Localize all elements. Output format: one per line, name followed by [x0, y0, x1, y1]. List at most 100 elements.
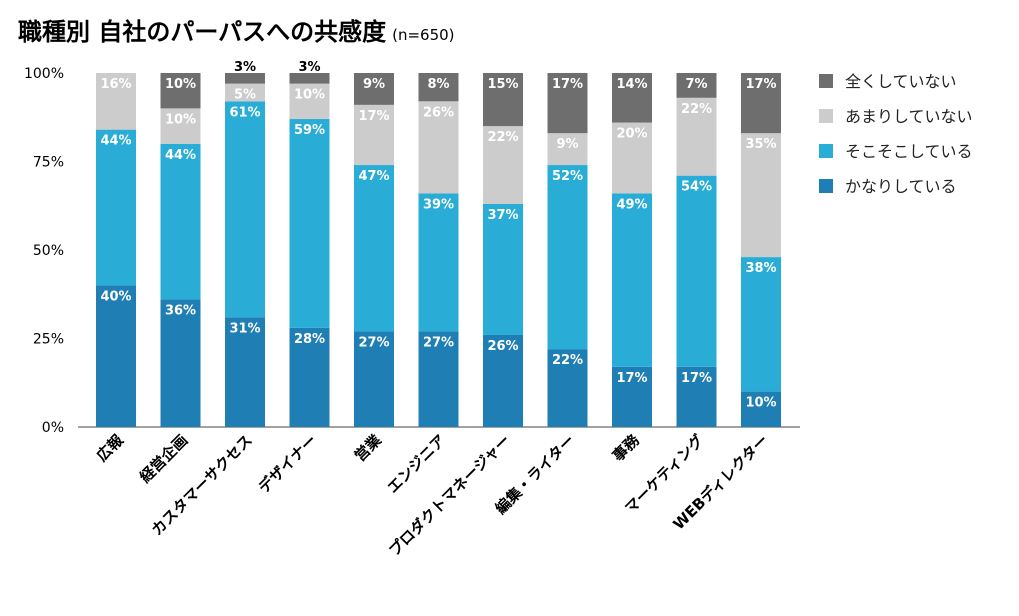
- bar-segment: [96, 73, 136, 130]
- bar-segment: [96, 285, 136, 427]
- data-label: 35%: [745, 137, 776, 152]
- data-label: 52%: [552, 169, 583, 184]
- data-label: 31%: [229, 321, 260, 336]
- category-label: デザイナー: [255, 431, 321, 497]
- bar-segment: [418, 101, 459, 194]
- category-label: 広報: [93, 430, 128, 465]
- y-tick-label: 0%: [42, 420, 64, 436]
- data-label: 27%: [423, 335, 454, 350]
- data-label: 37%: [487, 208, 518, 223]
- bar-segment: [483, 203, 523, 335]
- data-label: 7%: [685, 77, 707, 92]
- data-label: 28%: [294, 332, 325, 347]
- data-label: 59%: [294, 123, 325, 138]
- bar-segment: [676, 175, 717, 367]
- data-label: 14%: [616, 77, 647, 92]
- bar-segment: [289, 327, 330, 427]
- bar-segment: [289, 73, 330, 84]
- data-label: 10%: [294, 88, 325, 103]
- data-label: 3%: [234, 60, 256, 75]
- data-label: 10%: [745, 396, 776, 411]
- bar-segment: [160, 143, 201, 300]
- bar-segment: [612, 73, 652, 123]
- y-tick-label: 100%: [24, 66, 64, 82]
- data-label: 39%: [423, 197, 454, 212]
- chart-title: 職種別 自社のパーパスへの共感度 (n=650): [18, 12, 455, 47]
- data-label: 22%: [487, 130, 518, 145]
- bar-segment: [483, 73, 523, 127]
- category-label: 事務: [609, 430, 644, 465]
- data-label: 44%: [165, 148, 196, 163]
- category-label: 営業: [351, 430, 386, 465]
- data-label: 9%: [363, 77, 385, 92]
- bar-segment: [612, 193, 652, 367]
- bar-segment: [160, 299, 201, 427]
- bar-segment: [160, 108, 201, 144]
- bar-segment: [612, 122, 652, 194]
- data-label: 36%: [165, 304, 196, 319]
- data-label: 3%: [298, 60, 320, 75]
- bar-segment: [741, 133, 781, 258]
- legend-label: そこそこしている: [845, 142, 973, 161]
- data-label: 5%: [234, 88, 256, 103]
- legend-swatch: [819, 74, 833, 88]
- bar-segment: [547, 349, 588, 427]
- bar-segment: [225, 73, 265, 84]
- data-label: 16%: [100, 77, 131, 92]
- data-label: 26%: [423, 105, 454, 120]
- legend-swatch: [819, 179, 833, 193]
- data-label: 22%: [552, 353, 583, 368]
- chart-title-text: 職種別 自社のパーパスへの共感度: [18, 18, 387, 46]
- bar-segment: [225, 101, 265, 318]
- data-label: 17%: [745, 77, 776, 92]
- category-label: 経営企画: [136, 431, 191, 486]
- bar-segment: [225, 317, 265, 427]
- bar-segment: [96, 129, 136, 286]
- bar-segment: [354, 73, 394, 105]
- data-label: 38%: [745, 261, 776, 276]
- bar-segment: [418, 331, 459, 427]
- bar-segment: [418, 73, 459, 102]
- data-label: 10%: [165, 77, 196, 92]
- data-label: 26%: [487, 339, 518, 354]
- bar-segment: [225, 83, 265, 102]
- data-label: 17%: [616, 371, 647, 386]
- legend-label: あまりしていない: [845, 107, 973, 126]
- bar-segment: [676, 97, 717, 176]
- data-label: 10%: [165, 112, 196, 127]
- data-label: 9%: [556, 137, 578, 152]
- bar-segment: [418, 193, 459, 332]
- data-label: 17%: [681, 371, 712, 386]
- bar-segment: [483, 126, 523, 204]
- bar-segment: [547, 133, 588, 166]
- chart-subtitle: (n=650): [392, 26, 455, 44]
- data-label: 17%: [358, 109, 389, 124]
- bar-segment: [612, 366, 652, 427]
- y-tick-label: 75%: [33, 155, 64, 171]
- data-label: 40%: [100, 289, 131, 304]
- bar-segment: [676, 366, 717, 427]
- data-label: 44%: [100, 134, 131, 149]
- data-label: 27%: [358, 335, 389, 350]
- bar-segment: [741, 257, 781, 392]
- bar-segment: [547, 165, 588, 350]
- data-label: 54%: [681, 180, 712, 195]
- legend-swatch: [819, 109, 833, 123]
- data-label: 47%: [358, 169, 389, 184]
- legend-swatch: [819, 144, 833, 158]
- bar-segment: [160, 73, 201, 109]
- bar-segment: [741, 73, 781, 134]
- legend-label: 全くしていない: [845, 72, 957, 91]
- bar-segment: [547, 73, 588, 134]
- bar-segment: [354, 165, 394, 332]
- category-label: プロダクトマネージャー: [385, 431, 514, 560]
- bar-segment: [354, 331, 394, 427]
- data-label: 15%: [487, 77, 518, 92]
- bar-segment: [676, 73, 717, 98]
- data-label: 22%: [681, 102, 712, 117]
- y-tick-label: 50%: [33, 243, 64, 259]
- legend-label: かなりしている: [845, 177, 957, 196]
- bar-segment: [354, 104, 394, 166]
- bar-segment: [741, 391, 781, 427]
